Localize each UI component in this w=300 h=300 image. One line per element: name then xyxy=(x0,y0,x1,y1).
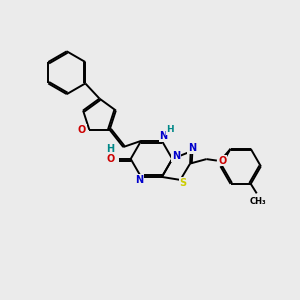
Text: H: H xyxy=(167,125,174,134)
Text: N: N xyxy=(159,131,167,141)
Text: H: H xyxy=(106,143,114,154)
Text: CH₃: CH₃ xyxy=(250,197,266,206)
Text: O: O xyxy=(77,125,86,135)
Text: O: O xyxy=(218,156,226,166)
Text: O: O xyxy=(107,154,115,164)
Text: N: N xyxy=(188,143,196,153)
Text: N: N xyxy=(172,151,180,161)
Text: N: N xyxy=(136,175,144,185)
Text: S: S xyxy=(180,178,187,188)
